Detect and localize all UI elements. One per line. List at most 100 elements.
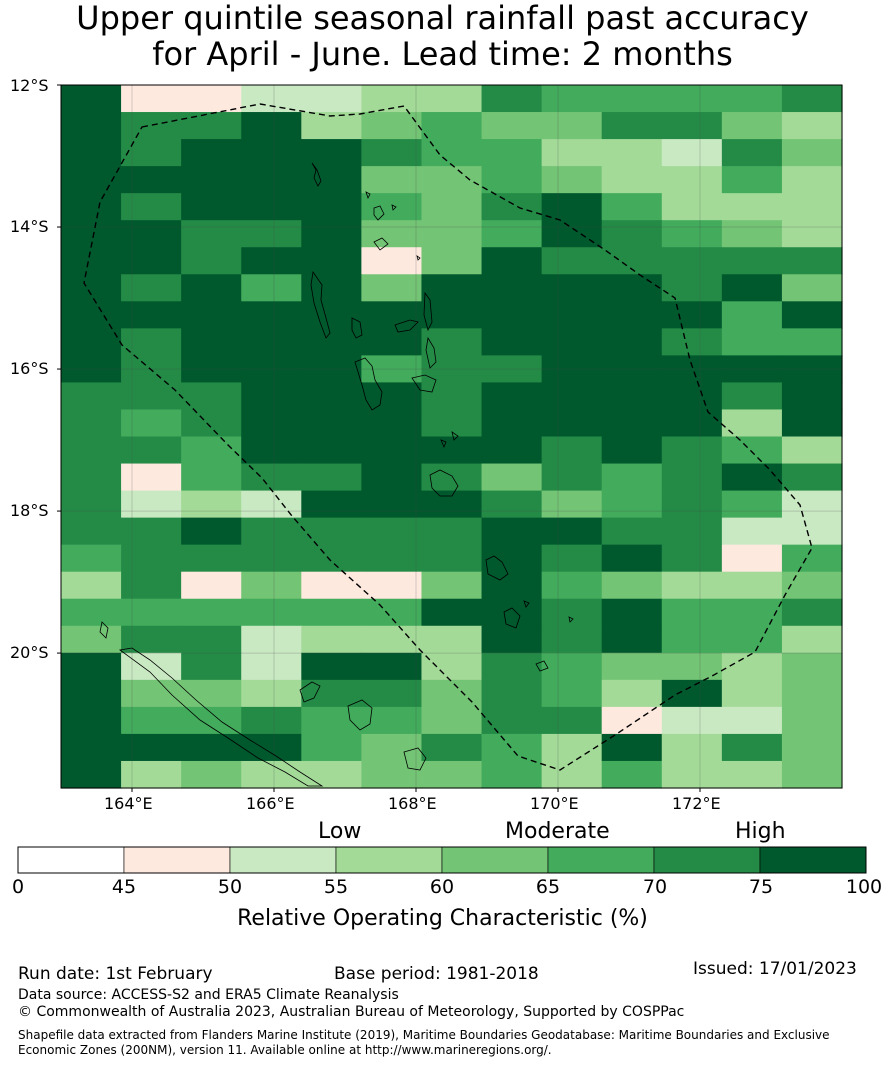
grid-cell (61, 274, 122, 302)
island-coastlines (99, 162, 574, 787)
grid-cell (61, 706, 122, 735)
grid-cell (421, 598, 483, 627)
grid-cell (241, 328, 302, 356)
grid-cell (661, 247, 723, 275)
grid-cell (661, 625, 723, 654)
grid-cell (181, 247, 242, 275)
colorbar-box (229, 846, 337, 874)
grid-cell (481, 598, 543, 627)
grid-cell (721, 220, 783, 248)
grid-cell (481, 490, 543, 519)
island-small-1 (365, 191, 371, 200)
grid-cell (481, 760, 543, 789)
grid-cell (601, 274, 663, 302)
grid-cell (121, 166, 182, 194)
grid-cell (361, 760, 423, 789)
grid-cell (181, 625, 242, 654)
grid-cell (241, 355, 302, 384)
grid-cell (61, 85, 122, 113)
grid-cell (661, 679, 723, 708)
grid-cell (241, 382, 302, 411)
grid-cell (181, 571, 242, 600)
grid-cell (121, 733, 182, 762)
colorbar-header-low: Low (318, 819, 362, 844)
island-malekula (351, 317, 363, 339)
grid-cell (541, 274, 603, 302)
island-aneityum (535, 660, 549, 672)
grid-cell (61, 436, 122, 465)
lat-label-20s: 20°S (10, 643, 49, 662)
map-grid-cells (61, 85, 843, 789)
grid-cell (661, 382, 723, 411)
grid-cell (181, 112, 242, 140)
grid-cell (421, 220, 483, 248)
grid-cell (121, 193, 182, 221)
grid-cell (781, 517, 843, 546)
grid-cell (781, 139, 843, 167)
grid-cell (361, 247, 423, 275)
grid-cell (541, 409, 603, 438)
grid-cell (601, 193, 663, 221)
grid-cell (241, 463, 302, 492)
grid-cell (301, 139, 362, 167)
grid-cell (541, 544, 603, 573)
grid-cell (481, 193, 543, 221)
grid-cell (121, 301, 182, 329)
island-lifou (347, 699, 373, 731)
colorbar-frame (17, 846, 867, 874)
grid-cell (541, 112, 603, 140)
grid-cell (301, 166, 362, 194)
grid-cell (61, 544, 122, 573)
lon-label-168e: 168°E (388, 794, 437, 813)
island-small-7 (568, 616, 574, 623)
grid-cell (781, 382, 843, 411)
grid-cell (61, 301, 122, 329)
grid-cell (121, 274, 182, 302)
grid-cell (481, 139, 543, 167)
island-epi (425, 336, 437, 369)
grid-cell (241, 112, 302, 140)
grid-cell (61, 409, 122, 438)
grid-cell (721, 490, 783, 519)
grid-cell (541, 85, 603, 113)
grid-cell (421, 760, 483, 789)
island-new-caledonia (118, 647, 324, 787)
grid-cell (481, 706, 543, 735)
grid-cell (421, 409, 483, 438)
grid-cell (121, 517, 182, 546)
eez-boundary-dashed (83, 103, 813, 771)
grid-cell (781, 598, 843, 627)
grid-cell (241, 193, 302, 221)
grid-cell (541, 625, 603, 654)
grid-cell (361, 652, 423, 681)
grid-cell (121, 409, 182, 438)
grid-cell (721, 193, 783, 221)
lat-label-14s: 14°S (10, 217, 49, 236)
island-ambrym (411, 374, 437, 393)
grid-cell (421, 85, 483, 113)
grid-cell (241, 166, 302, 194)
grid-cell (61, 112, 122, 140)
grid-cell (301, 328, 362, 356)
grid-cell (241, 571, 302, 600)
grid-cell (661, 328, 723, 356)
grid-cell (661, 436, 723, 465)
grid-cell (301, 733, 362, 762)
grid-cell (541, 679, 603, 708)
grid-cell (601, 463, 663, 492)
grid-cell (481, 85, 543, 113)
grid-cell (61, 247, 122, 275)
grid-cell (301, 706, 362, 735)
grid-cell (781, 706, 843, 735)
grid-cell (241, 85, 302, 113)
grid-cell (121, 625, 182, 654)
island-mare (403, 747, 427, 771)
grid-cell (541, 598, 603, 627)
grid-cell (301, 571, 362, 600)
grid-cell (481, 355, 543, 384)
colorbar-header-moderate: Moderate (505, 819, 610, 844)
grid-cell (361, 571, 423, 600)
grid-cell (181, 409, 242, 438)
grid-cell (241, 544, 302, 573)
